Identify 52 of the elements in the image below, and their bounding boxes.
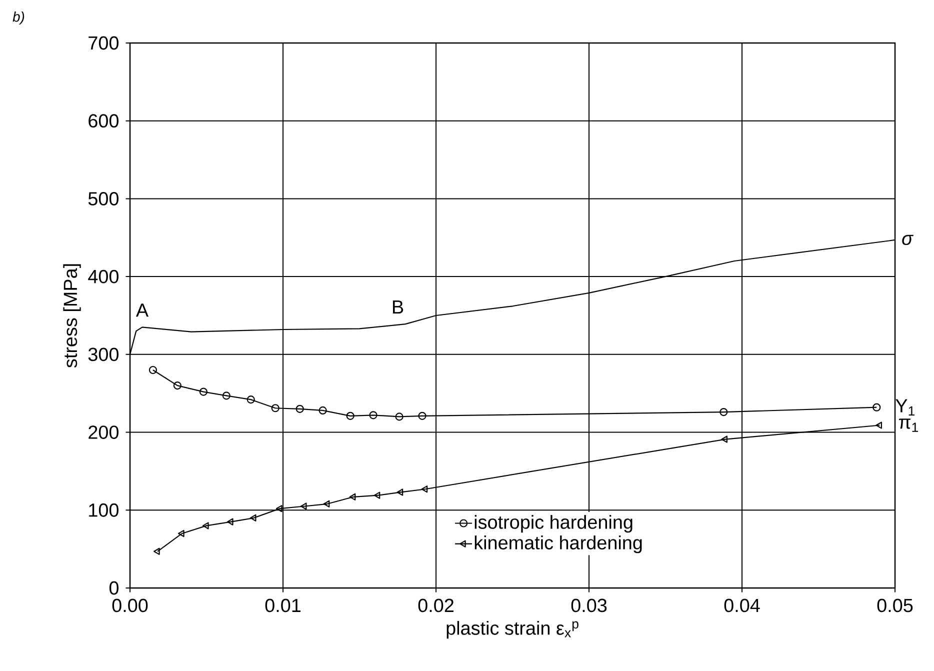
annotation: Y$_{1}$ — [896, 399, 915, 416]
y-tick-label: 300 — [88, 348, 118, 362]
point — [300, 502, 307, 510]
y-tick-label: 500 — [88, 192, 118, 206]
y-tick-label: 700 — [88, 36, 118, 50]
y-tick-label: 100 — [89, 503, 118, 517]
point — [276, 504, 282, 512]
x-tick-label: 0.00 — [112, 598, 148, 612]
x-tick-label: 0.04 — [724, 598, 760, 612]
x-tick-label: 0.05 — [877, 598, 913, 612]
point — [369, 411, 378, 420]
point — [148, 366, 158, 374]
point — [173, 382, 182, 390]
point — [418, 412, 426, 420]
point — [421, 486, 428, 493]
point — [323, 500, 330, 508]
point — [720, 408, 728, 416]
point — [296, 404, 304, 413]
point — [876, 422, 882, 429]
point — [349, 493, 356, 500]
x-tick-label: 0.01 — [265, 598, 300, 612]
annotation: π$_{1}$ — [898, 418, 918, 432]
point — [202, 522, 209, 530]
y-tick-label: 400 — [88, 270, 118, 284]
point — [395, 412, 404, 421]
point — [271, 404, 280, 412]
y-axis-title: stress [MPa] — [63, 264, 81, 368]
point — [374, 492, 380, 499]
annotation: B — [392, 300, 404, 314]
y-tick-label: 0 — [109, 581, 118, 595]
point — [246, 396, 255, 404]
point — [178, 530, 184, 538]
legend-label: kinematic hardening — [474, 536, 642, 554]
legend-label: isotropic hardening — [474, 514, 632, 533]
point — [872, 403, 881, 412]
point — [154, 548, 160, 555]
x-axis-title: plastic strain ε$_{x}$p — [446, 620, 578, 639]
series-label: σ — [902, 234, 914, 246]
point — [346, 412, 354, 420]
x-tick-label: 0.03 — [571, 598, 607, 612]
x-tick-label: 0.02 — [418, 598, 454, 612]
text: b) — [12, 11, 24, 24]
annotation: A — [136, 304, 149, 317]
point — [199, 388, 208, 396]
y-tick-label: 600 — [88, 114, 118, 128]
point — [721, 436, 728, 443]
point — [226, 518, 234, 526]
point — [250, 514, 256, 522]
point — [222, 392, 230, 400]
point — [396, 488, 404, 496]
point — [318, 406, 327, 415]
y-tick-label: 200 — [88, 426, 118, 439]
